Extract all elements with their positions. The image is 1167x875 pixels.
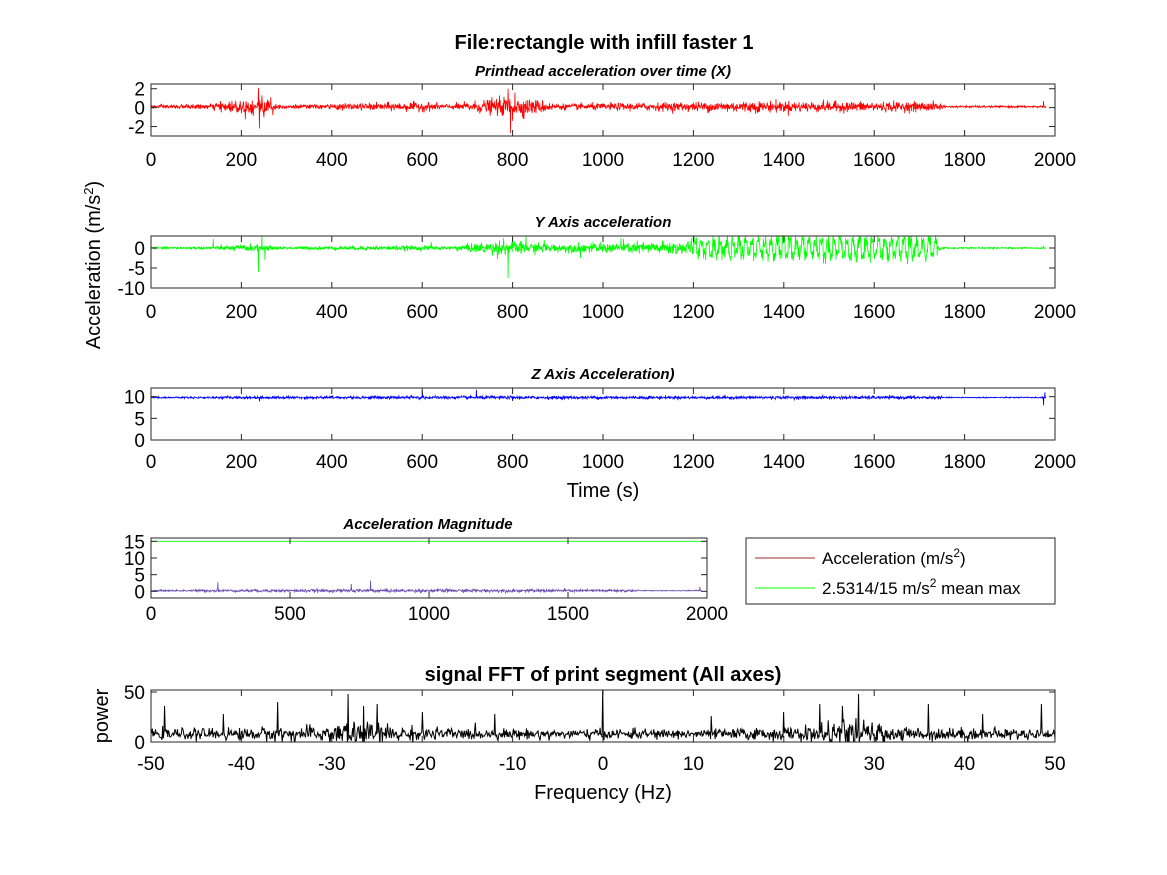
magnitude-ytick-label: 15 — [124, 532, 145, 553]
x-xtick-label: 600 — [406, 150, 438, 171]
legend-entry-mean-max: 2.5314/15 m/s2 mean max — [822, 576, 1021, 598]
fft-ytick-label: 0 — [134, 733, 145, 754]
y-xtick-label: 800 — [497, 302, 529, 323]
x-plot-area — [151, 87, 1047, 134]
z-xtick-label: 1600 — [853, 452, 895, 473]
x-xtick-label: 1000 — [582, 150, 624, 171]
magnitude-ytick-label: 5 — [134, 566, 145, 587]
x-series-0-line — [151, 87, 1047, 134]
acceleration-magnitude-panel: Acceleration Magnitude 0 500 1000 1500 2000 05… — [124, 516, 728, 625]
y-acceleration-panel: Y Axis acceleration 0 200 400 600 800 1000 1200… — [118, 214, 1077, 323]
magnitude-panel-title: Acceleration Magnitude — [342, 516, 512, 533]
x-xtick-label: 400 — [316, 150, 348, 171]
magnitude-series-0-line — [151, 580, 702, 595]
fft-xtick-label: 20 — [773, 754, 794, 775]
fft-xtick-label: 0 — [598, 754, 609, 775]
x-xtick-label: 1400 — [763, 150, 805, 171]
fft-xtick-label: 40 — [954, 754, 975, 775]
z-panel-title: Z Axis Acceleration) — [530, 366, 674, 383]
z-ytick-label: 10 — [124, 388, 145, 409]
x-ytick-label: 2 — [134, 80, 145, 101]
fft-panel-title: signal FFT of print segment (All axes) — [425, 664, 782, 686]
magnitude-ytick-label: 0 — [134, 582, 145, 603]
fft-ytick-label: 50 — [124, 683, 145, 704]
legend-entry-acceleration: Acceleration (m/s2) — [822, 546, 966, 568]
y-panel-title: Y Axis acceleration — [535, 214, 672, 231]
magnitude-xtick-label: 1500 — [547, 604, 589, 625]
figure-suptitle: File:rectangle with infill faster 1 — [455, 32, 754, 54]
fft-xtick-label: -30 — [318, 754, 345, 775]
y-ytick-label: -5 — [128, 259, 145, 280]
z-xtick-label: 2000 — [1034, 452, 1076, 473]
z-xtick-label: 1000 — [582, 452, 624, 473]
fft-panel: signal FFT of print segment (All axes) -5… — [124, 664, 1066, 775]
fft-xtick-label: 50 — [1044, 754, 1065, 775]
y-ytick-label: -10 — [118, 279, 145, 300]
x-acceleration-panel: Printhead acceleration over time (X) 0 200… — [128, 63, 1076, 171]
magnitude-plot-area — [151, 540, 702, 595]
y-xtick-label: 1200 — [672, 302, 714, 323]
shared-y-axis-label: Acceleration (m/s2) — [81, 181, 106, 349]
fft-xtick-label: -10 — [499, 754, 526, 775]
z-ytick-label: 0 — [134, 431, 145, 452]
z-xtick-label: 1200 — [672, 452, 714, 473]
fft-xtick-label: -20 — [408, 754, 435, 775]
z-xtick-label: 1800 — [943, 452, 985, 473]
x-xtick-label: 0 — [146, 150, 157, 171]
legend-box — [745, 537, 1056, 605]
y-xtick-label: 0 — [146, 302, 157, 323]
y-series-0-line — [151, 236, 1047, 279]
fft-xtick-label: 10 — [683, 754, 704, 775]
fft-xtick-label: -50 — [137, 754, 164, 775]
magnitude-xtick-label: 2000 — [686, 604, 728, 625]
y-xtick-label: 1600 — [853, 302, 895, 323]
x-xtick-label: 800 — [497, 150, 529, 171]
magnitude-legend: Acceleration (m/s2) 2.5314/15 m/s2 mean … — [745, 537, 1056, 605]
x-xtick-label: 1200 — [672, 150, 714, 171]
x-panel-title: Printhead acceleration over time (X) — [475, 63, 731, 80]
magnitude-xtick-label: 1000 — [408, 604, 450, 625]
x-xtick-label: 1600 — [853, 150, 895, 171]
z-plot-area — [151, 389, 1047, 406]
y-xtick-label: 2000 — [1034, 302, 1076, 323]
z-xtick-label: 0 — [146, 452, 157, 473]
z-xtick-label: 1400 — [763, 452, 805, 473]
z-xtick-label: 800 — [497, 452, 529, 473]
y-xtick-label: 400 — [316, 302, 348, 323]
y-ytick-label: 0 — [134, 239, 145, 260]
z-xtick-label: 600 — [406, 452, 438, 473]
z-xtick-label: 400 — [316, 452, 348, 473]
fft-xtick-label: 30 — [864, 754, 885, 775]
fft-y-axis-label: power — [91, 688, 113, 743]
x-xtick-label: 200 — [226, 150, 258, 171]
x-xtick-label: 2000 — [1034, 150, 1076, 171]
fft-xtick-label: -40 — [228, 754, 255, 775]
x-ytick-label: 0 — [134, 99, 145, 120]
y-xtick-label: 600 — [406, 302, 438, 323]
magnitude-xtick-label: 500 — [274, 604, 306, 625]
magnitude-ytick-label: 10 — [124, 549, 145, 570]
z-acceleration-panel: Z Axis Acceleration) 0 200 400 600 800 1000 120… — [124, 366, 1076, 473]
y-xtick-label: 1800 — [943, 302, 985, 323]
z-xtick-label: 200 — [226, 452, 258, 473]
shared-x-axis-label: Time (s) — [567, 480, 640, 502]
x-xtick-label: 1800 — [943, 150, 985, 171]
y-plot-area — [151, 236, 1047, 279]
y-xtick-label: 1000 — [582, 302, 624, 323]
y-xtick-label: 1400 — [763, 302, 805, 323]
z-series-0-line — [151, 389, 1047, 406]
magnitude-xtick-label: 0 — [146, 604, 157, 625]
fft-series-0-line — [151, 690, 1055, 742]
fft-x-axis-label: Frequency (Hz) — [534, 782, 672, 804]
y-xtick-label: 200 — [226, 302, 258, 323]
fft-plot-area — [151, 690, 1055, 742]
z-ytick-label: 5 — [134, 409, 145, 430]
x-ytick-label: -2 — [128, 118, 145, 139]
